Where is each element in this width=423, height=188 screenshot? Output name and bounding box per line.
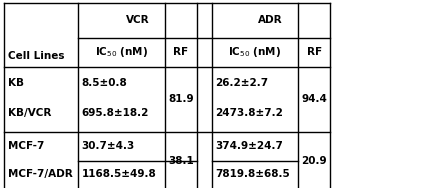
Text: 81.9: 81.9 xyxy=(168,94,194,104)
Text: IC$_{50}$ (nM): IC$_{50}$ (nM) xyxy=(228,45,281,59)
Text: 695.8±18.2: 695.8±18.2 xyxy=(82,108,149,118)
Text: KB/VCR: KB/VCR xyxy=(8,108,51,118)
Text: 94.4: 94.4 xyxy=(301,94,327,104)
Text: 8.5±0.8: 8.5±0.8 xyxy=(82,78,127,88)
Text: 374.9±24.7: 374.9±24.7 xyxy=(215,141,283,151)
Text: KB: KB xyxy=(8,78,24,88)
Text: RF: RF xyxy=(307,47,321,57)
Text: MCF-7/ADR: MCF-7/ADR xyxy=(8,169,72,179)
Text: 2473.8±7.2: 2473.8±7.2 xyxy=(215,108,283,118)
Text: ADR: ADR xyxy=(258,15,283,25)
Text: 26.2±2.7: 26.2±2.7 xyxy=(215,78,268,88)
Text: 20.9: 20.9 xyxy=(301,156,327,166)
Text: 1168.5±49.8: 1168.5±49.8 xyxy=(82,169,157,179)
Text: 7819.8±68.5: 7819.8±68.5 xyxy=(215,169,290,179)
Text: IC$_{50}$ (nM): IC$_{50}$ (nM) xyxy=(95,45,148,59)
Text: MCF-7: MCF-7 xyxy=(8,141,44,151)
Text: RF: RF xyxy=(173,47,188,57)
Text: VCR: VCR xyxy=(126,15,149,25)
Text: 30.7±4.3: 30.7±4.3 xyxy=(82,141,135,151)
Text: Cell Lines: Cell Lines xyxy=(8,51,65,61)
Text: 38.1: 38.1 xyxy=(168,156,194,166)
